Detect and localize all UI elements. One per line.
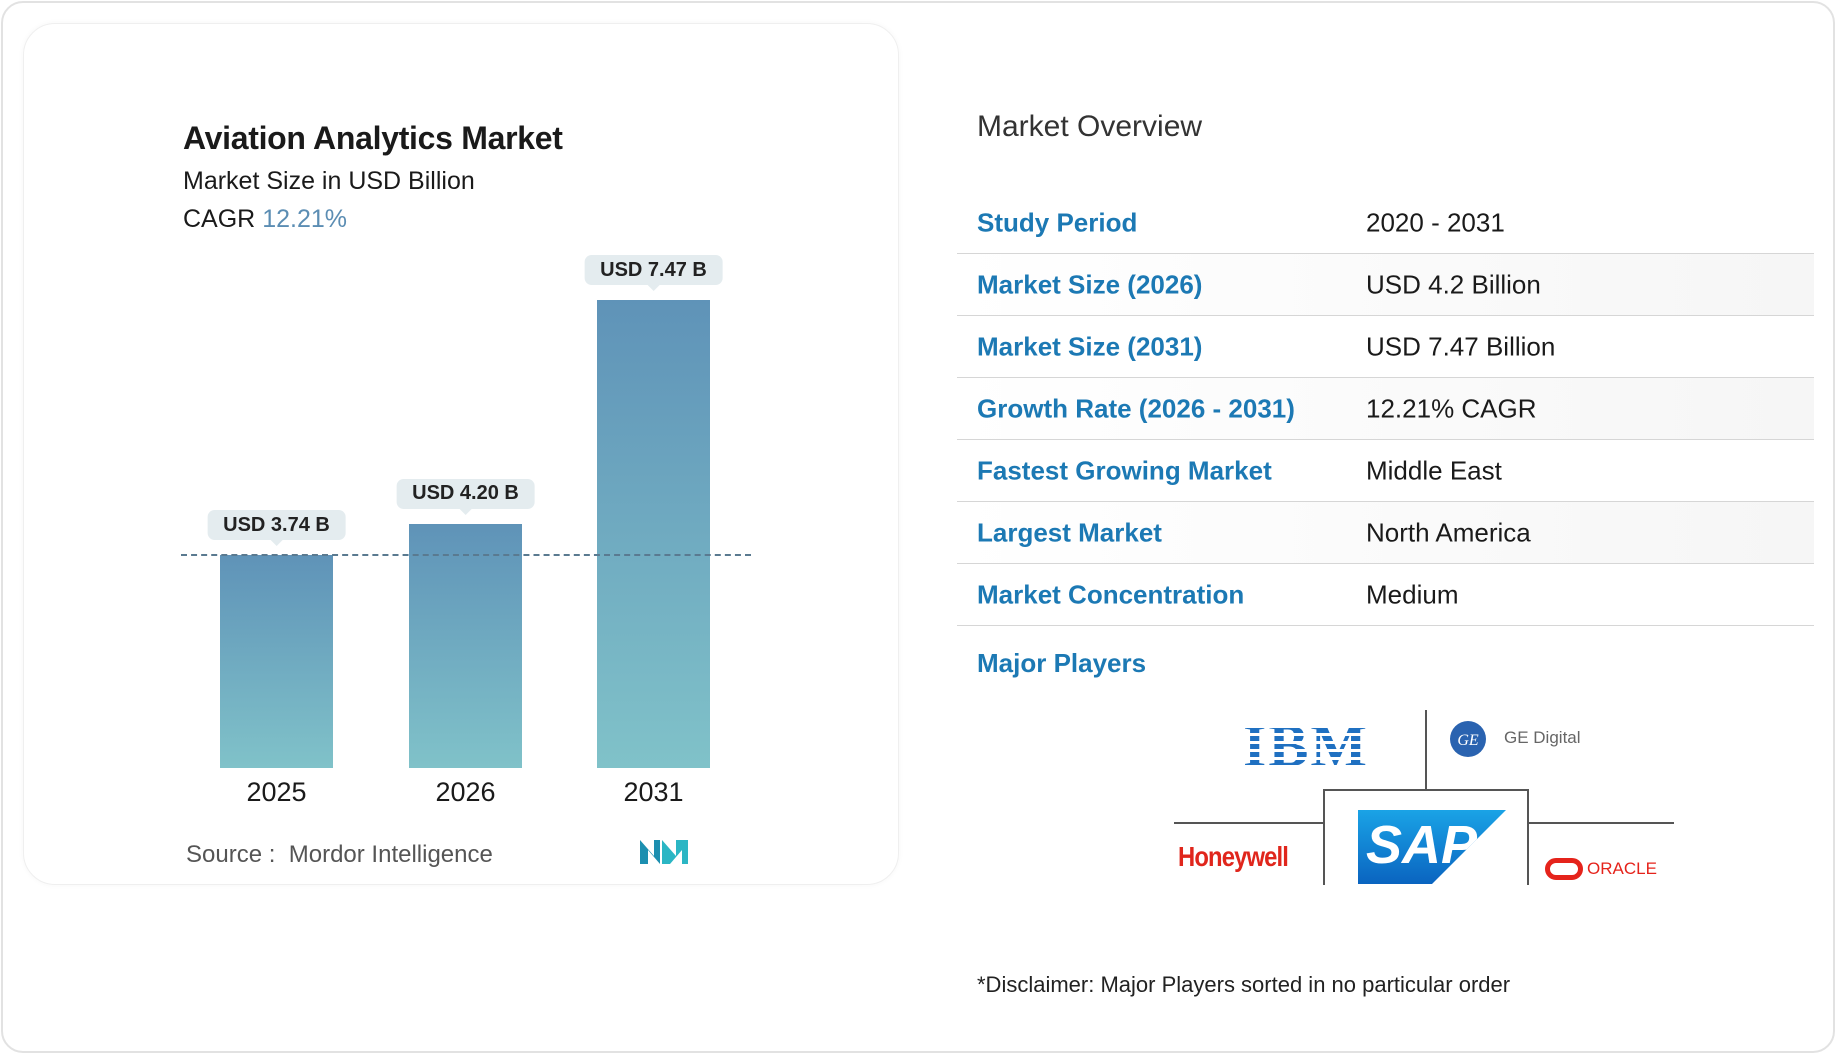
cagr-label: CAGR bbox=[183, 205, 256, 233]
source-name: Mordor Intelligence bbox=[288, 841, 493, 868]
row-label: Largest Market bbox=[977, 517, 1162, 547]
source-label: Source : bbox=[186, 841, 276, 868]
row-value: North America bbox=[1366, 517, 1531, 547]
row-value: USD 4.2 Billion bbox=[1366, 269, 1541, 299]
overview-row: Market Size (2031) USD 7.47 Billion bbox=[957, 316, 1814, 378]
row-value: Middle East bbox=[1366, 455, 1502, 485]
chart-title: Aviation Analytics Market bbox=[183, 120, 563, 156]
row-value: Medium bbox=[1366, 579, 1459, 609]
overview-row: Growth Rate (2026 - 2031) 12.21% CAGR bbox=[957, 378, 1814, 440]
data-label: USD 7.47 B bbox=[584, 255, 723, 292]
bar-2031 bbox=[597, 300, 710, 768]
reference-dashed-line bbox=[181, 554, 751, 556]
overview-row: Largest Market North America bbox=[957, 502, 1814, 564]
row-value: 2020 - 2031 bbox=[1366, 207, 1505, 237]
chart-subtitle: Market Size in USD Billion bbox=[183, 167, 475, 195]
disclaimer: *Disclaimer: Major Players sorted in no … bbox=[977, 972, 1511, 997]
logo-divider bbox=[1425, 710, 1427, 790]
data-label: USD 4.20 B bbox=[396, 478, 535, 515]
row-value: 12.21% CAGR bbox=[1366, 393, 1537, 423]
x-tick-label: 2025 bbox=[246, 777, 307, 807]
chart-card bbox=[23, 23, 899, 885]
overview-row: Market Concentration Medium bbox=[957, 564, 1814, 626]
x-tick-label: 2026 bbox=[435, 777, 496, 807]
ibm-logo: IBM bbox=[1243, 713, 1369, 779]
overview-row: Market Size (2026) USD 4.2 Billion bbox=[957, 254, 1814, 316]
row-label: Fastest Growing Market bbox=[977, 455, 1272, 485]
overview-row: Fastest Growing Market Middle East bbox=[957, 440, 1814, 502]
logo-divider bbox=[1174, 822, 1323, 824]
bar-2026 bbox=[409, 523, 522, 768]
overview-row: Study Period 2020 - 2031 bbox=[957, 192, 1814, 254]
market-overview-title: Market Overview bbox=[977, 110, 1203, 143]
svg-text:GE: GE bbox=[1457, 732, 1479, 749]
row-value: USD 7.47 Billion bbox=[1366, 331, 1556, 361]
row-label: Market Concentration bbox=[977, 579, 1245, 609]
oracle-logo: ORACLE bbox=[1545, 858, 1657, 880]
row-label: Study Period bbox=[977, 207, 1138, 237]
row-label: Market Size (2026) bbox=[977, 269, 1203, 299]
data-label: USD 3.74 B bbox=[207, 510, 346, 547]
major-players-label: Major Players bbox=[977, 648, 1147, 678]
bar-2025 bbox=[220, 555, 333, 768]
mordor-logo-icon bbox=[640, 840, 688, 864]
source: Source : Mordor Intelligence bbox=[186, 841, 493, 869]
cagr-value: 12.21% bbox=[262, 205, 347, 233]
logo-divider bbox=[1528, 822, 1674, 824]
honeywell-logo: Honeywell bbox=[1178, 841, 1289, 872]
cagr: CAGR 12.21% bbox=[183, 205, 347, 234]
x-tick-label: 2031 bbox=[623, 777, 684, 807]
ge-logo-icon: GE bbox=[1450, 721, 1486, 757]
ge-digital-logo: GE Digital bbox=[1504, 728, 1581, 747]
row-label: Growth Rate (2026 - 2031) bbox=[977, 393, 1295, 423]
sap-logo-box bbox=[1323, 789, 1529, 885]
oracle-ring-icon bbox=[1545, 858, 1583, 880]
row-label: Market Size (2031) bbox=[977, 331, 1203, 361]
